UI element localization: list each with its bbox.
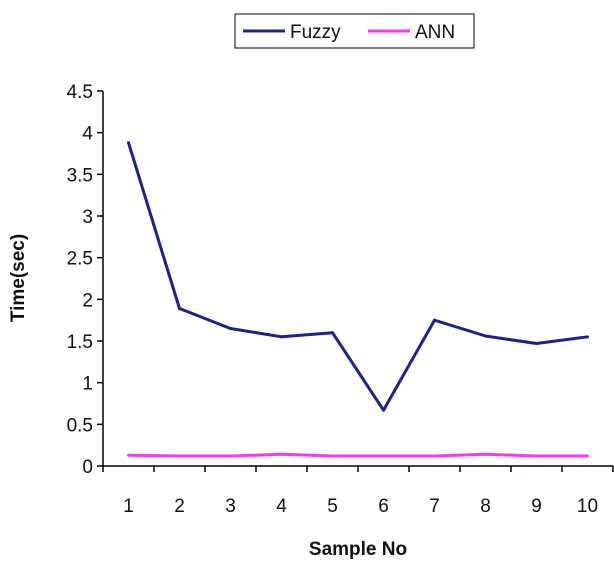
y-tick-label: 1.5 <box>67 332 93 353</box>
data-point-fuzzy <box>127 141 130 145</box>
y-tick-label: 4.5 <box>67 82 93 103</box>
series-line-fuzzy <box>127 142 588 412</box>
data-point-ann <box>229 454 232 458</box>
data-point-fuzzy <box>280 335 283 339</box>
y-tick-label: 1 <box>82 374 93 395</box>
data-point-fuzzy <box>586 335 589 339</box>
x-tick-label: 3 <box>225 496 236 517</box>
y-tick-label: 0.5 <box>67 415 93 436</box>
data-point-fuzzy <box>433 318 436 322</box>
x-tick-label: 10 <box>577 496 598 517</box>
y-tick-label: 3 <box>82 207 93 228</box>
x-tick-label: 8 <box>480 496 491 517</box>
x-tick-label: 5 <box>327 496 338 517</box>
data-point-ann <box>382 454 385 458</box>
x-tick-label: 1 <box>123 496 134 517</box>
data-point-ann <box>331 454 334 458</box>
series-line-ann <box>128 452 588 458</box>
data-point-ann <box>484 452 487 456</box>
legend-label-fuzzy: Fuzzy <box>290 22 341 43</box>
data-point-fuzzy <box>484 334 487 338</box>
x-tick-label: 2 <box>174 496 185 517</box>
data-point-fuzzy <box>382 408 385 412</box>
y-axis-ticks: 0 0.5 1 1.5 2 2.5 3 3.5 4 4.5 <box>67 82 103 478</box>
series-lines <box>127 141 589 458</box>
y-tick-label: 0 <box>82 457 93 478</box>
legend: Fuzzy ANN <box>234 13 475 49</box>
data-point-ann <box>586 454 589 458</box>
x-tick-label: 9 <box>531 496 542 517</box>
y-axis-label: Time(sec) <box>8 234 29 322</box>
data-point-ann <box>127 453 130 457</box>
data-point-fuzzy <box>535 342 538 345</box>
x-axis-label: Sample No <box>309 539 407 560</box>
plot-area: 0 0.5 1 1.5 2 2.5 3 3.5 4 4.5 1 2 3 4 5 6 7 8 9 10 <box>67 82 614 517</box>
data-point-fuzzy <box>229 327 232 330</box>
y-tick-label: 2.5 <box>67 249 93 270</box>
x-tick-label: 7 <box>429 496 440 517</box>
data-point-ann <box>535 454 538 458</box>
y-tick-label: 2 <box>82 290 93 311</box>
legend-label-ann: ANN <box>415 22 455 43</box>
data-point-ann <box>433 454 436 458</box>
y-tick-label: 4 <box>82 124 93 145</box>
data-point-fuzzy <box>178 307 181 310</box>
data-point-fuzzy <box>331 331 334 335</box>
x-tick-label: 6 <box>378 496 389 517</box>
x-tick-label: 4 <box>276 496 287 517</box>
x-axis-ticks: 1 2 3 4 5 6 7 8 9 10 <box>102 466 614 517</box>
y-tick-label: 3.5 <box>67 165 93 186</box>
data-point-ann <box>178 454 181 458</box>
data-point-ann <box>280 452 283 456</box>
